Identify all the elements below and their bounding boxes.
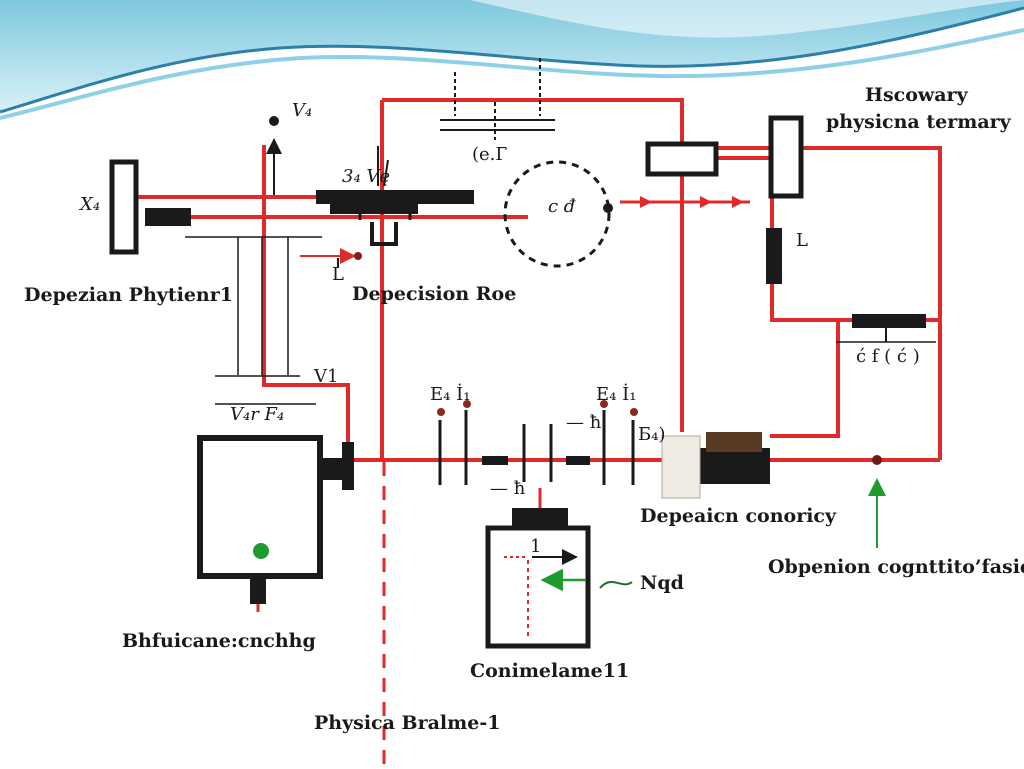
label-l-inductor: L	[796, 230, 808, 251]
end-node	[872, 455, 882, 465]
wire-left-vertical	[262, 145, 350, 460]
box-marker: 1	[530, 536, 542, 557]
resistor-main-1	[482, 456, 508, 465]
right-resistor	[852, 314, 926, 328]
center-heading: Depecision Rое	[352, 283, 517, 305]
arrow-icon	[732, 196, 744, 208]
far-right-heading: Obpenion cognttito’fasic	[768, 556, 1024, 578]
top-scale	[440, 58, 555, 140]
left-box-plug	[342, 442, 354, 490]
left-frame	[185, 236, 322, 405]
label-vf: V₄r F₄	[230, 404, 285, 425]
arrow-icon	[640, 196, 652, 208]
dashed-circle	[503, 160, 611, 268]
tick-mark	[383, 159, 389, 187]
label-h-bottom: — ħ	[490, 478, 526, 499]
node-x-label: X₄	[80, 194, 101, 215]
node-v-label: V₄	[292, 100, 313, 121]
inductor-L	[766, 228, 782, 284]
top-right-heading-line2: physicna termary	[826, 111, 1011, 133]
plate-left	[109, 159, 139, 255]
right-middle-heading: Depeaicn conoricy	[640, 505, 837, 527]
bottom-heading: Physica Bralme-1	[314, 712, 501, 734]
wire-top-rail	[382, 98, 684, 432]
wire-right-lower	[770, 320, 840, 438]
right-vertical-component	[768, 115, 804, 199]
meter-top	[706, 432, 762, 452]
label-ei: (е.Г	[472, 144, 508, 165]
wire-right-inner	[770, 196, 940, 322]
arrow-callout-label: Nqd	[640, 572, 684, 594]
label-h-top: — ħ	[566, 412, 602, 433]
resistor-left	[145, 208, 191, 226]
left-heading: Depezian Phytienr1	[24, 284, 233, 306]
label-en-right: E₄ İ₁	[596, 384, 637, 405]
circle-knob	[603, 203, 613, 213]
top-right-heading-line1: Hscowary	[865, 84, 968, 106]
node-dot	[269, 116, 279, 126]
label-en-left: E₄ İ₁	[430, 384, 471, 405]
capacitor-plates	[438, 410, 635, 485]
wire-right-top	[716, 146, 942, 460]
bracket	[370, 222, 398, 246]
label-vi: V1	[314, 366, 339, 387]
components	[109, 58, 936, 649]
label-ef: ć f ( ć )	[856, 346, 920, 367]
left-box-connector	[320, 458, 344, 480]
left-box-foot	[250, 578, 266, 604]
top-rect-component	[645, 141, 719, 177]
callout-squiggle	[599, 581, 633, 589]
label-bt: Б₄)	[638, 424, 666, 445]
label-cd: c đ	[548, 196, 576, 217]
arrow-icon	[700, 196, 712, 208]
bar-sub	[330, 204, 418, 214]
indicator-dot-icon	[253, 543, 269, 559]
label-3v: 3₄ Vę	[342, 166, 391, 187]
left-bottom-heading: Bhfuicane:cnchhg	[122, 630, 316, 652]
header-wave	[0, 0, 1024, 120]
center-box	[485, 525, 591, 649]
bar-component	[316, 190, 474, 204]
probe-dot	[354, 252, 362, 260]
label-l-probe: L	[332, 264, 344, 285]
flow-arrows	[640, 196, 744, 208]
center-box-heading: Conimelame11	[470, 660, 630, 682]
resistor-main-2	[566, 456, 590, 465]
meter-glass	[661, 435, 701, 499]
